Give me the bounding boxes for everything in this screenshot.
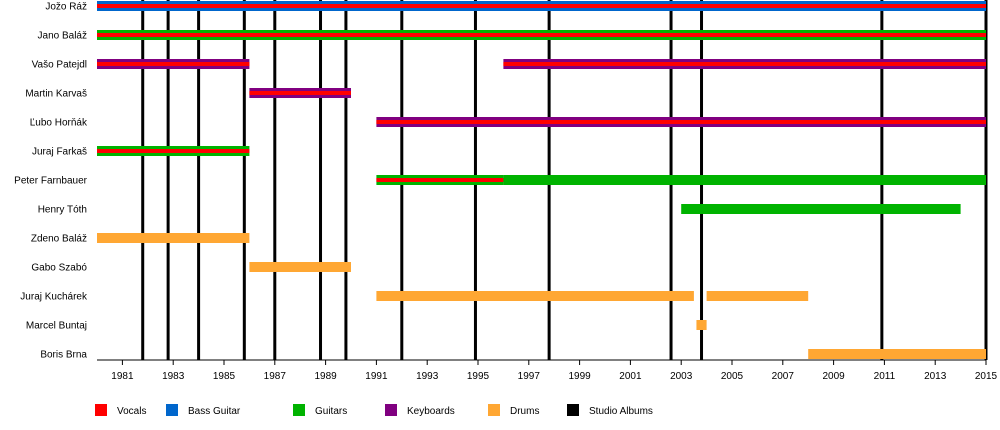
x-tick-label: 1993 xyxy=(416,371,439,382)
legend-label-keyboards: Keyboards xyxy=(407,406,455,417)
member-label: Zdeno Baláž xyxy=(31,234,87,245)
x-tick-label: 2009 xyxy=(822,371,845,382)
x-tick-label: 2001 xyxy=(619,371,642,382)
legend-swatch-drums xyxy=(488,404,500,416)
member-label: Henry Tóth xyxy=(38,205,87,216)
x-tick-label: 2005 xyxy=(721,371,744,382)
x-tick-label: 2015 xyxy=(975,371,998,382)
x-tick-label: 2013 xyxy=(924,371,947,382)
member-bar-stripe xyxy=(97,4,986,8)
legend: Vocals Bass Guitar Guitars Keyboards Drums St… xyxy=(95,404,653,417)
x-tick-label: 1995 xyxy=(467,371,490,382)
member-bar xyxy=(249,262,351,272)
x-tick-label: 1985 xyxy=(213,371,236,382)
x-tick-label: 1987 xyxy=(264,371,287,382)
member-bar-stripe xyxy=(376,178,504,182)
member-bar xyxy=(681,204,961,214)
member-bar-stripe xyxy=(97,33,986,37)
x-tick-label: 1981 xyxy=(111,371,134,382)
member-label: Juraj Farkaš xyxy=(32,147,87,158)
legend-swatch-vocals xyxy=(95,404,107,416)
member-label: Gabo Szabó xyxy=(31,263,87,274)
member-label: Martin Karvaš xyxy=(25,89,87,100)
x-tick-label: 2011 xyxy=(874,371,896,382)
member-bar xyxy=(696,320,707,330)
member-label: Jožo Ráž xyxy=(45,2,87,13)
legend-label-vocals: Vocals xyxy=(117,406,146,417)
member-bar xyxy=(97,233,250,243)
legend-swatch-bass xyxy=(166,404,178,416)
member-bar-stripe xyxy=(376,120,986,124)
legend-label-drums: Drums xyxy=(510,406,539,417)
member-bar xyxy=(376,291,694,301)
legend-label-guitars: Guitars xyxy=(315,406,347,417)
member-label: Ľubo Horňák xyxy=(30,118,88,129)
member-bar-stripe xyxy=(249,91,351,95)
member-bar xyxy=(503,175,986,185)
x-tick-label: 2007 xyxy=(772,371,795,382)
legend-swatch-guitars xyxy=(293,404,305,416)
member-bar xyxy=(706,291,809,301)
member-bar-stripe xyxy=(503,62,986,66)
x-tick-label: 1999 xyxy=(568,371,591,382)
member-label: Peter Farnbauer xyxy=(14,176,87,187)
member-label: Juraj Kuchárek xyxy=(20,292,88,303)
member-label: Vašo Patejdl xyxy=(32,60,87,71)
legend-label-bass: Bass Guitar xyxy=(188,406,241,417)
member-label: Jano Baláž xyxy=(38,31,87,42)
legend-label-albums: Studio Albums xyxy=(589,406,653,417)
member-bars xyxy=(97,1,986,359)
x-axis-ticks: 1981 1983 1985 1987 1989 1991 1993 1995 1997 1999… xyxy=(111,360,998,382)
legend-swatch-keyboards xyxy=(385,404,397,416)
member-label: Boris Brna xyxy=(40,350,87,361)
member-bar-stripe xyxy=(97,62,250,66)
x-tick-label: 1991 xyxy=(365,371,388,382)
x-tick-label: 1983 xyxy=(162,371,185,382)
x-tick-label: 1997 xyxy=(518,371,541,382)
member-bar xyxy=(808,349,986,359)
member-bar-stripe xyxy=(97,149,250,153)
legend-swatch-albums xyxy=(567,404,579,416)
member-label: Marcel Buntaj xyxy=(26,321,87,332)
x-tick-label: 2003 xyxy=(670,371,693,382)
member-labels: Jožo Ráž Jano Baláž Vašo Patejdl Martin Kar… xyxy=(14,2,88,361)
x-tick-label: 1989 xyxy=(314,371,337,382)
